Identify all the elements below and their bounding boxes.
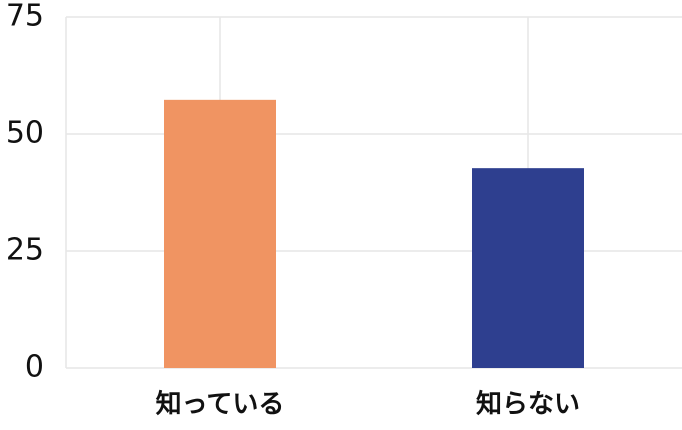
x-tick-label: 知らない [476,390,580,420]
y-tick-label: 25 [6,233,44,268]
bar [164,99,276,368]
y-tick-label: 50 [6,116,44,151]
bar [472,168,584,368]
y-tick-label: 75 [6,0,44,34]
x-tick-label: 知っている [156,390,285,420]
y-tick-label: 0 [25,350,44,385]
